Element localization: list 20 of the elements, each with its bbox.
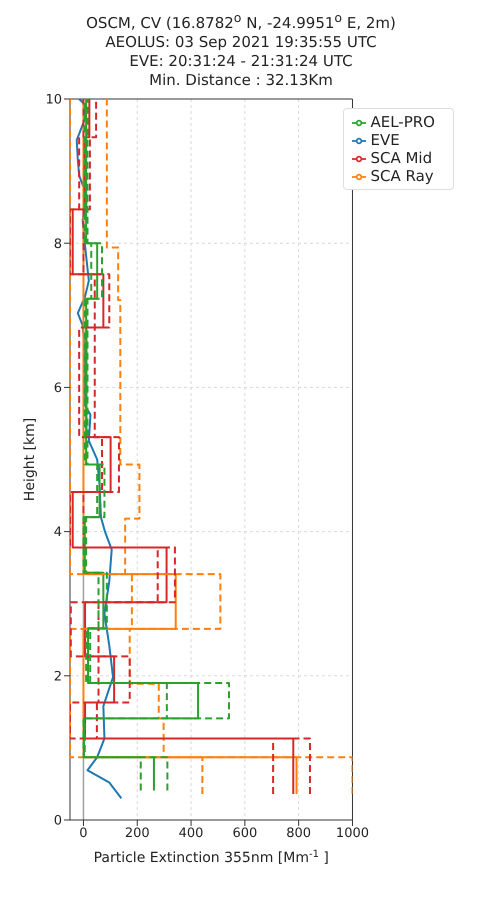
legend-label: SCA Mid <box>370 149 432 167</box>
legend-label: EVE <box>370 131 400 149</box>
y-axis-title: Height [km] <box>22 418 38 502</box>
x-axis-title: Particle Extinction 355nm [Mm$^{-1}$] <box>94 848 329 866</box>
legend-label: SCA Ray <box>370 167 434 185</box>
y-tick-label: 4 <box>54 525 62 540</box>
y-tick-label: 10 <box>45 92 62 108</box>
y-tick-label: 2 <box>54 669 62 684</box>
x-tick-label: 400 <box>178 826 204 842</box>
x-tick-label: 0 <box>79 826 88 842</box>
y-tick-label: 6 <box>54 381 62 396</box>
x-tick-label: 200 <box>124 826 150 842</box>
chart-subtitle: AEOLUS: 03 Sep 2021 19:35:55 UTC EVE: 20:31:24 - 21:31:24 UTC Min. Distance : 32.13Km <box>104 33 378 90</box>
legend-label: AEL-PRO <box>370 113 435 131</box>
x-tick-label: 1000 <box>336 826 370 842</box>
chart-title: OSCM, CV (16.8782$^{o}$ N, -24.9951$^{o}$ E, 2m) <box>85 9 397 33</box>
y-tick-label: 0 <box>54 814 62 829</box>
x-tick-label: 800 <box>286 826 312 842</box>
x-tick-label: 600 <box>232 826 258 842</box>
y-tick-label: 8 <box>54 236 62 252</box>
